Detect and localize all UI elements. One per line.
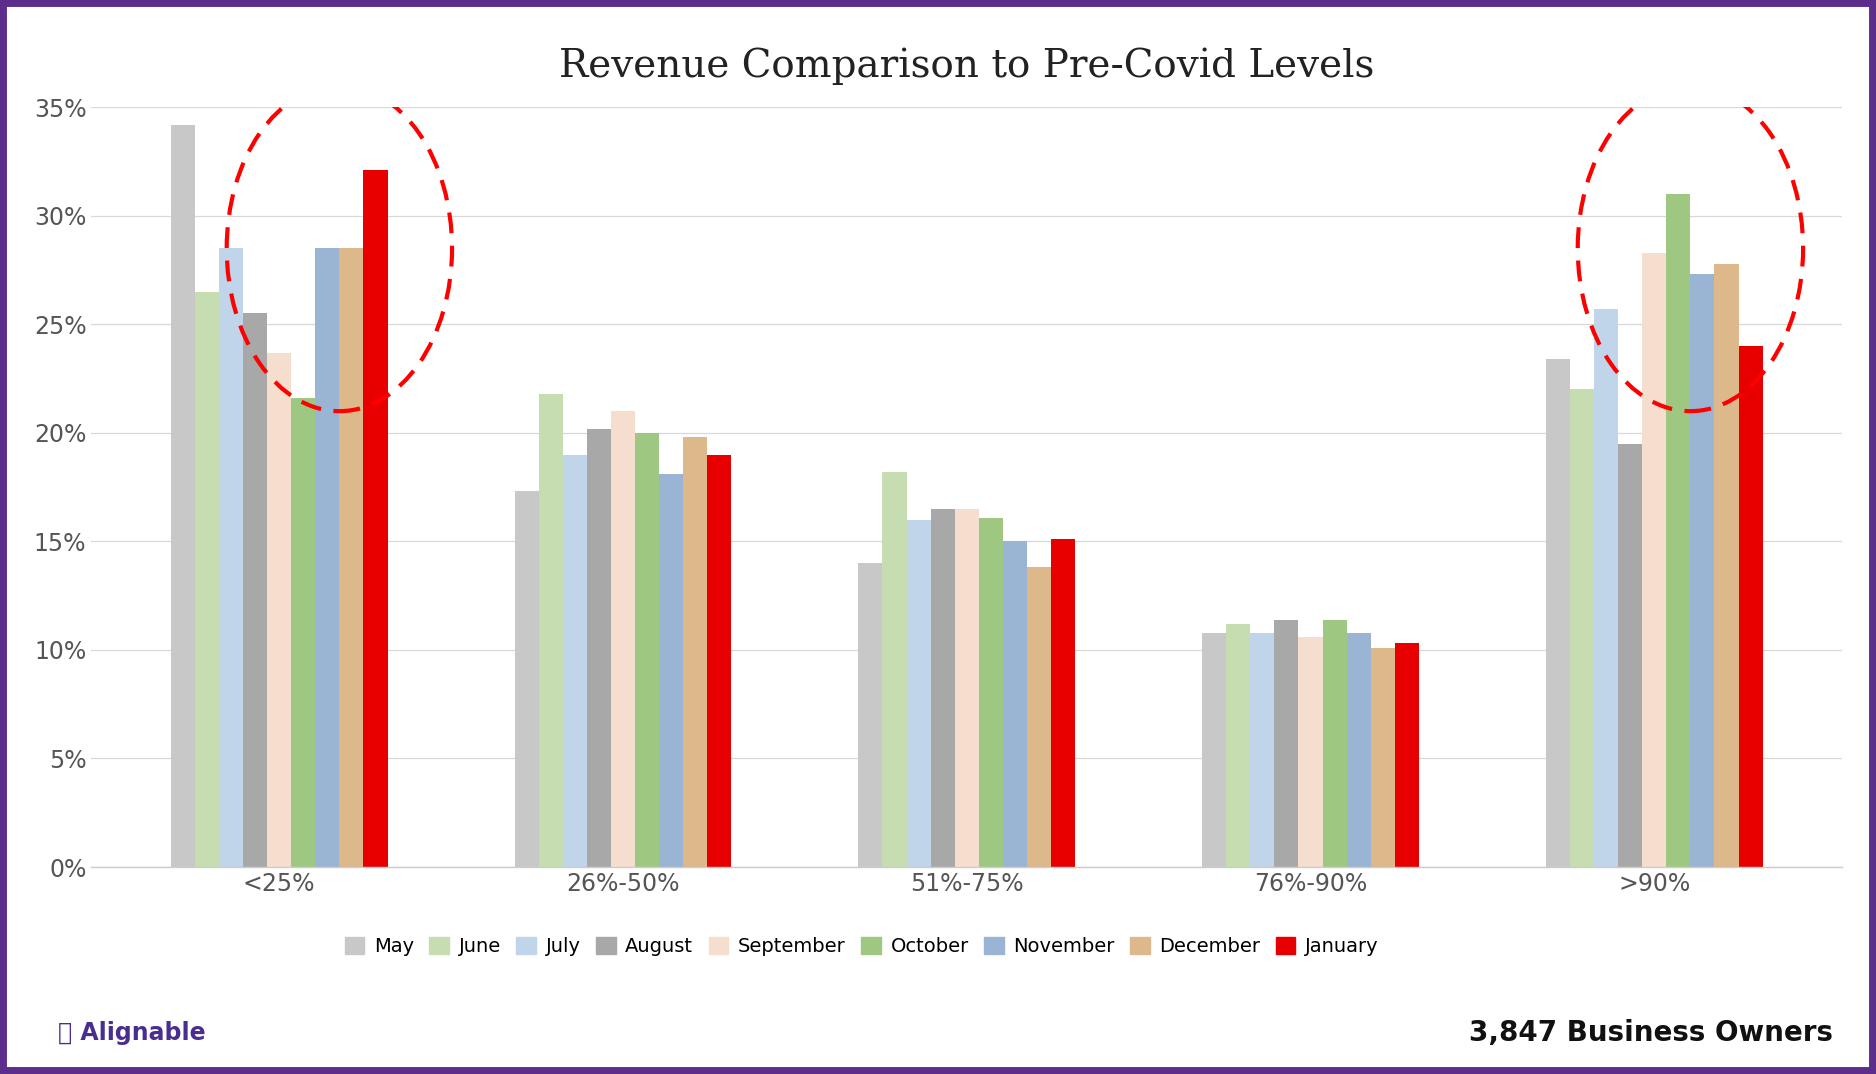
Bar bbox=[1642, 252, 1666, 867]
Text: 3,847 Business Owners: 3,847 Business Owners bbox=[1469, 1019, 1833, 1047]
Bar bbox=[1249, 633, 1274, 867]
Bar bbox=[1298, 637, 1323, 867]
Bar bbox=[1690, 275, 1715, 867]
Bar bbox=[195, 292, 219, 867]
Bar bbox=[1546, 359, 1570, 867]
Bar bbox=[683, 437, 707, 867]
Legend: May, June, July, August, September, October, November, December, January: May, June, July, August, September, Octo… bbox=[338, 929, 1386, 963]
Bar bbox=[364, 170, 388, 867]
Bar bbox=[514, 492, 538, 867]
Bar bbox=[1394, 643, 1418, 867]
Bar bbox=[882, 471, 906, 867]
Title: Revenue Comparison to Pre-Covid Levels: Revenue Comparison to Pre-Covid Levels bbox=[559, 47, 1375, 85]
Bar bbox=[955, 509, 979, 867]
Bar bbox=[1715, 263, 1739, 867]
Bar bbox=[171, 125, 195, 867]
Bar bbox=[340, 248, 364, 867]
Bar bbox=[1323, 620, 1347, 867]
Bar bbox=[219, 248, 244, 867]
Bar bbox=[1051, 539, 1075, 867]
Bar bbox=[538, 394, 563, 867]
Bar bbox=[1347, 633, 1371, 867]
Bar bbox=[1203, 633, 1227, 867]
Text: Ⓢ Alignable: Ⓢ Alignable bbox=[58, 1021, 204, 1045]
Bar bbox=[979, 518, 1004, 867]
Bar bbox=[906, 520, 930, 867]
Bar bbox=[1619, 444, 1642, 867]
Bar bbox=[315, 248, 340, 867]
Bar bbox=[1026, 567, 1051, 867]
Bar bbox=[1666, 194, 1690, 867]
Bar bbox=[587, 429, 612, 867]
Bar bbox=[612, 411, 634, 867]
Bar bbox=[658, 474, 683, 867]
Bar bbox=[244, 314, 266, 867]
Bar bbox=[1570, 390, 1595, 867]
Bar bbox=[1004, 541, 1026, 867]
Bar bbox=[563, 454, 587, 867]
Bar bbox=[859, 563, 882, 867]
Bar bbox=[266, 352, 291, 867]
Bar bbox=[1227, 624, 1249, 867]
Bar bbox=[1595, 309, 1619, 867]
Bar bbox=[291, 398, 315, 867]
Bar bbox=[1371, 648, 1394, 867]
Bar bbox=[1739, 346, 1763, 867]
Bar bbox=[707, 454, 732, 867]
Bar bbox=[1274, 620, 1298, 867]
Bar bbox=[930, 509, 955, 867]
Bar bbox=[634, 433, 658, 867]
